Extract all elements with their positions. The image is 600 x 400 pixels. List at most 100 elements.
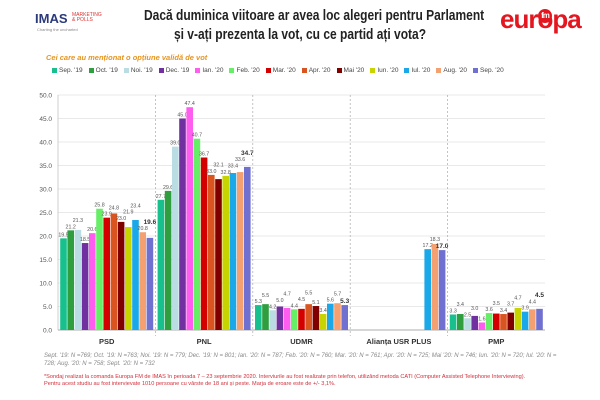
bar	[485, 313, 493, 330]
data-label: 24.8	[109, 205, 119, 211]
bar	[146, 237, 154, 330]
data-label: 33.4	[228, 164, 238, 170]
bar	[179, 118, 186, 330]
y-tick-label: 50.0	[39, 93, 52, 100]
legend-swatch	[473, 68, 479, 73]
data-label: 25.8	[94, 203, 104, 209]
data-label: 3.9	[521, 306, 528, 312]
bar	[478, 322, 486, 330]
legend-item: Oct. '19	[88, 67, 118, 74]
x-category-label: PNL	[197, 337, 212, 346]
data-label: 17.2	[423, 243, 433, 249]
bar	[103, 217, 110, 330]
europa-fm-logo: europafm	[500, 4, 582, 35]
legend-item: Mai '20	[336, 67, 365, 74]
bar	[139, 232, 146, 330]
legend-swatch	[265, 68, 271, 73]
data-label: 32.8	[221, 170, 231, 176]
bar	[305, 304, 312, 330]
legend-item: Feb. '20	[229, 67, 260, 74]
data-label: 18.5	[80, 237, 90, 243]
y-tick-label: 30.0	[39, 187, 52, 194]
legend-label: Iun. '20	[377, 67, 399, 74]
legend-swatch	[158, 68, 164, 73]
bar	[269, 310, 276, 330]
legend-label: Feb. '20	[236, 67, 260, 74]
bar	[536, 308, 543, 330]
legend-label: Oct. '19	[95, 67, 118, 74]
bar	[117, 221, 125, 330]
y-tick-label: 0.0	[43, 328, 52, 335]
data-label: 5.6	[327, 298, 334, 304]
bar	[229, 173, 237, 330]
bar	[208, 174, 215, 330]
data-label: 5.0	[276, 298, 283, 304]
data-label: 5.1	[312, 300, 319, 306]
data-label: 21.9	[123, 210, 133, 216]
legend-item: Dec. '19	[158, 67, 189, 74]
bar	[262, 304, 269, 330]
data-label: 3.0	[471, 306, 478, 312]
bar	[319, 314, 327, 330]
legend-swatch	[195, 68, 201, 73]
bar	[67, 230, 74, 330]
bar	[291, 309, 298, 330]
data-label: 23.4	[130, 203, 140, 209]
legend-item: Apr. '20	[301, 67, 331, 74]
bar	[514, 307, 522, 330]
bar	[471, 315, 478, 330]
bar	[96, 208, 103, 330]
y-tick-label: 20.0	[39, 234, 52, 241]
bar	[438, 250, 446, 330]
bar	[244, 166, 251, 330]
bar	[334, 303, 341, 330]
data-label: 5.3	[340, 298, 349, 305]
data-label: 19.6	[144, 219, 157, 226]
bar	[276, 306, 284, 330]
bar	[164, 190, 172, 330]
bar	[60, 238, 67, 330]
data-label: 3.6	[485, 307, 492, 313]
data-label: 3.4	[500, 308, 507, 314]
legend-label: Mai '20	[343, 67, 365, 74]
data-label: 5.5	[305, 291, 312, 297]
legend-label: Noi. '19	[130, 67, 153, 74]
data-label: 32.1	[213, 163, 223, 169]
legend-swatch	[88, 68, 94, 73]
title-line-2: și v-ați prezenta la vot, cu ce partid a…	[173, 26, 427, 43]
data-label: 5.3	[255, 299, 262, 305]
legend-swatch	[436, 68, 442, 73]
data-label: 3.7	[507, 302, 514, 308]
data-label: 5.5	[262, 293, 269, 299]
data-label: 4.7	[514, 295, 521, 301]
data-label: 3.4	[457, 302, 464, 308]
data-label: 18.3	[430, 237, 440, 243]
y-tick-label: 35.0	[39, 163, 52, 170]
bar	[457, 314, 464, 330]
bar	[110, 213, 118, 330]
data-label: 20.6	[87, 227, 97, 233]
data-label: 2.5	[464, 312, 471, 318]
x-category-label: PSD	[99, 337, 115, 346]
chart-title: Dacă duminica viitoare ar avea loc alege…	[105, 6, 495, 44]
bar	[193, 138, 201, 330]
data-label: 4.4	[529, 299, 536, 305]
footer-methodology: *Sondaj realizat la comanda Europa FM de…	[44, 374, 584, 388]
data-label: 1.6	[478, 316, 485, 322]
bar	[431, 243, 439, 330]
legend-item: Iun. '20	[370, 67, 398, 74]
bar	[464, 318, 471, 330]
bar	[81, 243, 89, 330]
legend-label: Aug. '20	[443, 67, 468, 74]
y-tick-label: 15.0	[39, 257, 52, 264]
bar	[341, 305, 348, 330]
data-label: 47.4	[185, 101, 195, 107]
data-label: 5.7	[334, 291, 341, 297]
data-label: 33.6	[235, 157, 245, 163]
data-label: 36.7	[199, 152, 209, 158]
x-category-label: PMP	[488, 337, 504, 346]
x-category-label: Alianța USR PLUS	[366, 337, 431, 346]
data-label: 3.5	[493, 301, 500, 307]
legend-swatch	[336, 68, 342, 73]
legend-label: Sep. '19	[59, 67, 83, 74]
